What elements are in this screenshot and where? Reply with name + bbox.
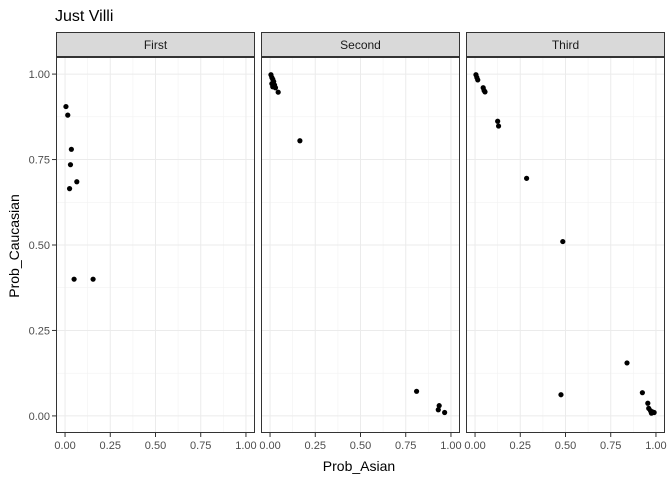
- x-tick-label: 0.00: [54, 440, 75, 452]
- data-point: [65, 112, 71, 118]
- data-point: [495, 118, 501, 124]
- facet-strip: [466, 32, 665, 57]
- x-tick-label: 1.00: [235, 440, 256, 452]
- facet-panels: First 0.00 0.25 0.50 0.75 1.00 Second 0.00 0.25 0…: [54, 32, 667, 452]
- y-tick-label: 0.75: [29, 155, 50, 167]
- data-point: [648, 410, 655, 416]
- facet-panel-second: Second 0.00 0.25 0.50 0.75 1.00: [259, 32, 462, 452]
- x-tick-label: 1.00: [440, 440, 461, 452]
- data-point: [482, 89, 488, 95]
- data-point: [639, 390, 645, 396]
- y-tick-label: 0.00: [29, 411, 50, 423]
- data-point: [67, 162, 74, 168]
- data-point: [558, 392, 564, 398]
- x-tick-label: 0.00: [464, 440, 485, 452]
- facet-strip-label: First: [144, 38, 168, 52]
- data-point: [71, 276, 77, 282]
- x-axis-title: Prob_Asian: [323, 458, 395, 474]
- x-tick-label: 1.00: [645, 440, 666, 452]
- y-tick-label: 0.25: [29, 325, 50, 337]
- data-point: [442, 409, 448, 416]
- x-tick-label: 0.25: [100, 440, 121, 452]
- data-point: [524, 175, 530, 181]
- x-tick-label: 0.50: [145, 440, 166, 452]
- y-tick-label: 1.00: [29, 69, 50, 81]
- x-tick-label: 0.75: [190, 440, 211, 452]
- data-point: [90, 276, 96, 282]
- y-axis: 0.00 0.25 0.50 0.75 1.00: [29, 69, 56, 423]
- panel-border: [56, 57, 255, 433]
- x-tick-label: 0.50: [350, 440, 371, 452]
- y-axis-title: Prob_Caucasian: [6, 194, 22, 298]
- x-tick-label: 0.50: [555, 440, 576, 452]
- facet-strip: [56, 32, 255, 57]
- x-tick-label: 0.00: [259, 440, 280, 452]
- data-point: [495, 123, 502, 129]
- chart-title: Just Villi: [55, 8, 113, 25]
- data-point: [63, 103, 69, 110]
- panel-border: [466, 57, 665, 433]
- data-point: [275, 89, 281, 95]
- facet-strip: [261, 32, 460, 57]
- data-point: [297, 138, 303, 144]
- x-tick-label: 0.75: [600, 440, 621, 452]
- data-point: [413, 388, 420, 394]
- facet-panel-third: Third 0.00 0.25 0.50 0.75 1.00: [464, 32, 667, 452]
- data-point: [68, 146, 74, 152]
- x-tick-label: 0.25: [305, 440, 326, 452]
- x-tick-label: 0.75: [395, 440, 416, 452]
- data-point: [475, 77, 481, 83]
- facet-strip-label: Second: [340, 38, 381, 52]
- facet-panel-first: First 0.00 0.25 0.50 0.75 1.00: [54, 32, 257, 452]
- data-point: [645, 400, 651, 406]
- facet-strip-label: Third: [552, 38, 579, 52]
- data-point: [66, 186, 73, 192]
- y-tick-label: 0.50: [29, 240, 50, 252]
- data-point: [624, 360, 630, 366]
- data-point: [560, 238, 566, 245]
- panel-border: [261, 57, 460, 433]
- x-tick-label: 0.25: [510, 440, 531, 452]
- data-point: [74, 179, 80, 185]
- data-point: [436, 403, 442, 409]
- data-point: [272, 85, 279, 91]
- data-point: [435, 407, 441, 413]
